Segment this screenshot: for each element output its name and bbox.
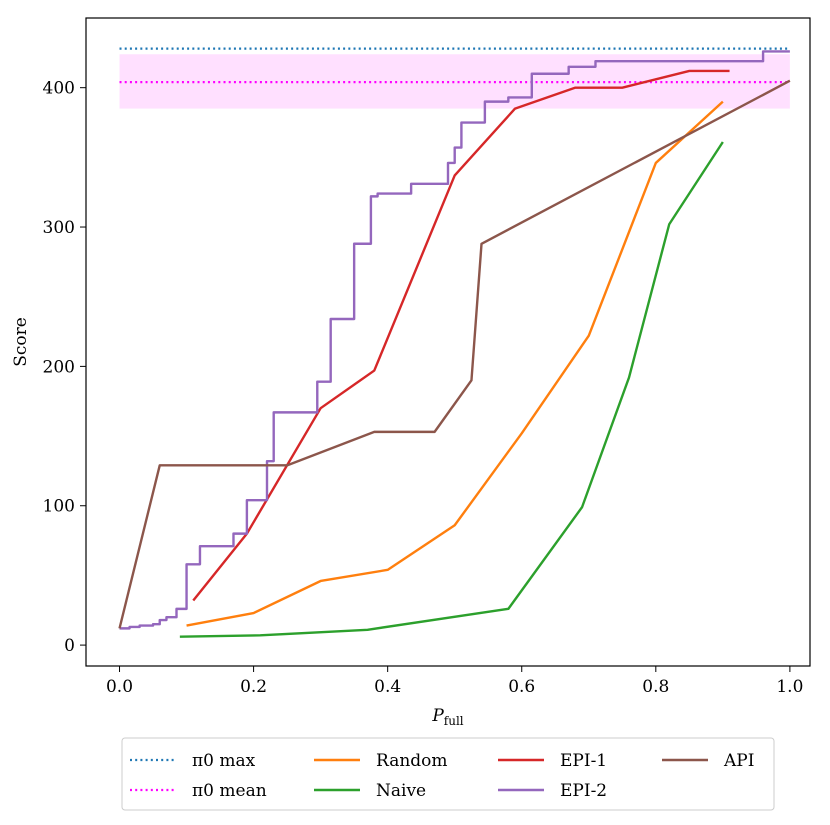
axes: 0.0 0.2 0.4 0.6 0.8 1.0 0 100 200 300 400 bbox=[43, 79, 804, 697]
legend-label-epi-2: EPI-2 bbox=[560, 781, 607, 801]
legend-label-pi0-mean: π0 mean bbox=[192, 781, 267, 801]
legend-box bbox=[121, 737, 775, 811]
x-tick-label: 0.8 bbox=[642, 677, 669, 697]
x-tick-label: 0.4 bbox=[374, 677, 401, 697]
legend-label-api: API bbox=[723, 751, 754, 771]
series-line-naive bbox=[179, 141, 724, 638]
legend-label-pi0-max: π0 max bbox=[192, 751, 256, 771]
y-tick-label: 300 bbox=[43, 218, 75, 238]
x-tick-label: 1.0 bbox=[776, 677, 803, 697]
series-line-random bbox=[186, 100, 724, 627]
x-tick-label: 0.0 bbox=[106, 677, 133, 697]
series-line-epi-2 bbox=[119, 50, 790, 630]
x-tick-label: 0.2 bbox=[240, 677, 267, 697]
pi0-std-band bbox=[119, 54, 790, 109]
plot-area bbox=[118, 47, 791, 638]
legend-label-naive: Naive bbox=[376, 781, 426, 801]
y-tick-label: 200 bbox=[43, 357, 75, 377]
y-tick-label: 100 bbox=[43, 497, 75, 517]
plot-frame bbox=[85, 17, 811, 667]
y-tick-label: 0 bbox=[64, 636, 75, 656]
series-line-api bbox=[118, 79, 791, 629]
legend-label-random: Random bbox=[376, 751, 448, 771]
x-axis-label: Pfull bbox=[431, 706, 463, 728]
x-tick-label: 0.6 bbox=[508, 677, 535, 697]
y-axis-label: Score bbox=[11, 317, 31, 367]
y-tick-label: 400 bbox=[43, 79, 75, 99]
legend: π0 max π0 mean Random Naive EPI-1 EPI-2 API bbox=[121, 737, 775, 811]
series-line-epi-1 bbox=[192, 69, 730, 602]
legend-label-epi-1: EPI-1 bbox=[560, 751, 607, 771]
